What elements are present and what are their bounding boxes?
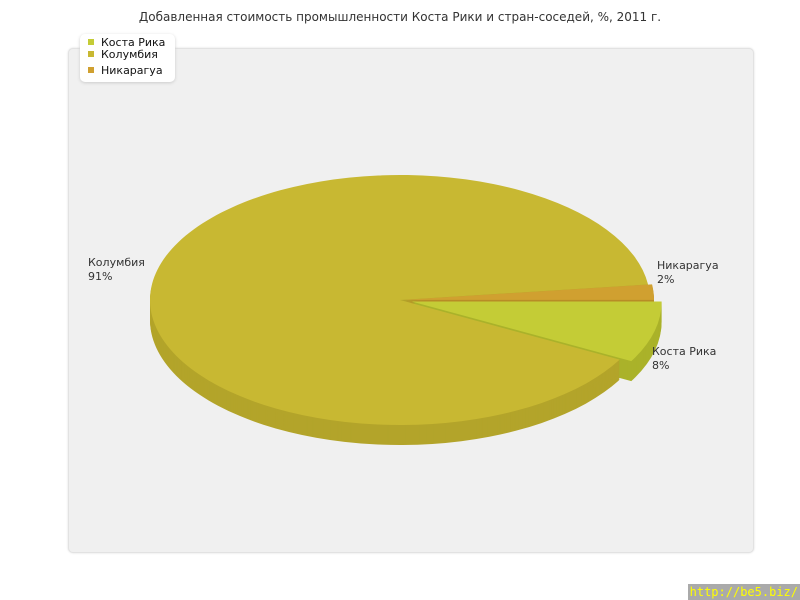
legend-item[interactable]: Коста Рика (88, 36, 165, 50)
watermark-link[interactable]: http://be5.biz/ (687, 584, 800, 600)
pie-slice (150, 175, 649, 425)
legend-item[interactable]: Колумбия (88, 48, 158, 62)
legend-item[interactable]: Никарагуа (88, 64, 163, 78)
legend-swatch (88, 39, 94, 45)
legend-label: Никарагуа (101, 64, 163, 77)
legend-swatch (88, 67, 94, 73)
pie-slice[interactable] (403, 284, 654, 300)
slice-label: 91% (88, 270, 112, 283)
slice-label: Коста Рика (652, 345, 716, 358)
pie-slice (411, 301, 662, 362)
slice-label: Никарагуа (657, 259, 719, 272)
legend-swatch (88, 51, 94, 57)
slice-label: 8% (652, 359, 669, 372)
legend-label: Коста Рика (101, 36, 166, 49)
slice-label: 2% (657, 273, 674, 286)
slice-label: Колумбия (88, 256, 145, 269)
legend: Коста Рика Колумбия Никарагуа (80, 34, 175, 82)
chart-title: Добавленная стоимость промышленности Кос… (138, 10, 662, 24)
legend-label: Колумбия (101, 48, 158, 61)
